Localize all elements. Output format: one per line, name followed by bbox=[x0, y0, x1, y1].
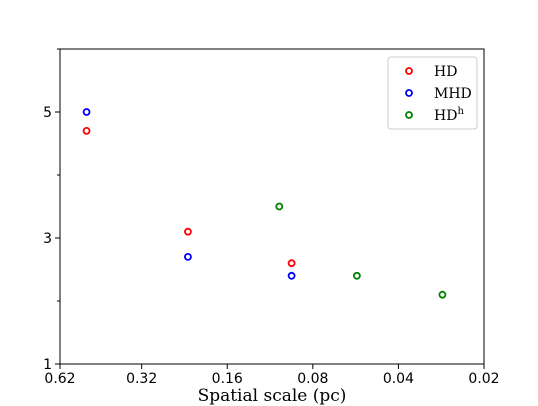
y-tick-label: 1 bbox=[43, 357, 52, 373]
x-tick-label: 0.04 bbox=[383, 371, 414, 387]
x-axis-label: Spatial scale (pc) bbox=[198, 386, 347, 406]
data-point bbox=[287, 271, 296, 280]
x-tick-label: 0.16 bbox=[212, 371, 243, 387]
y-tick-label: 5 bbox=[43, 105, 52, 121]
legend-marker bbox=[405, 111, 413, 119]
plot-frame bbox=[59, 48, 485, 365]
x-tick-label: 0.08 bbox=[297, 371, 328, 387]
legend-marker bbox=[405, 67, 413, 75]
legend-label: HD bbox=[434, 64, 457, 80]
legend-label-text: HD bbox=[434, 64, 457, 80]
data-point bbox=[82, 108, 91, 116]
data-point bbox=[438, 290, 447, 299]
legend-marker bbox=[405, 89, 413, 97]
legend-label-text: HD bbox=[434, 108, 457, 124]
legend-label: HDh bbox=[434, 106, 464, 124]
data-point bbox=[287, 259, 296, 268]
y-tick-label: 3 bbox=[43, 231, 52, 247]
legend-box bbox=[387, 56, 478, 130]
legend-label: MHD bbox=[434, 86, 472, 102]
legend-label-text: MHD bbox=[434, 86, 472, 102]
data-point bbox=[82, 126, 91, 135]
data-point bbox=[184, 252, 192, 261]
data-point bbox=[275, 202, 284, 211]
x-tick-label: 0.02 bbox=[468, 371, 499, 387]
legend-label-superscript: h bbox=[457, 106, 464, 117]
x-tick-label: 0.62 bbox=[44, 371, 75, 387]
x-tick-label: 0.32 bbox=[126, 371, 157, 387]
data-point bbox=[184, 227, 192, 236]
data-point bbox=[352, 271, 361, 280]
